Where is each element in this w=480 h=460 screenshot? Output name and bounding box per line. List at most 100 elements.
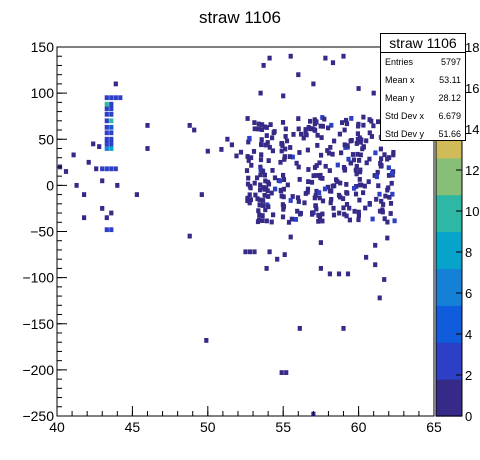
stats-label: Mean x: [385, 75, 415, 85]
heatmap-bin: [345, 143, 350, 148]
heatmap-bin: [295, 195, 301, 201]
heatmap-bin: [104, 101, 109, 107]
heatmap-bin: [266, 194, 271, 199]
stats-row-std-x: Std Dev x 6.679: [381, 107, 465, 125]
heatmap-bin: [187, 233, 192, 239]
heatmap-bin: [341, 326, 346, 331]
heatmap-bin: [113, 95, 118, 101]
heatmap-bin: [109, 146, 114, 151]
stats-label: Std Dev x: [385, 111, 425, 121]
heatmap-bin: [387, 194, 392, 200]
heatmap-bin: [371, 123, 376, 129]
heatmap-bin: [318, 123, 323, 129]
heatmap-bin: [353, 167, 358, 173]
heatmap-bin: [205, 148, 210, 154]
heatmap-bin: [296, 164, 301, 170]
heatmap-bin: [283, 146, 288, 152]
heatmap-bin: [266, 158, 271, 163]
heatmap-bin: [280, 143, 285, 148]
colorbar-tick-label: 12: [465, 163, 479, 178]
heatmap-bin: [386, 165, 391, 171]
heatmap-bin: [377, 191, 382, 197]
heatmap-bin: [320, 198, 326, 204]
heatmap-bin: [344, 117, 349, 123]
heatmap-bin: [82, 215, 87, 221]
heatmap-bin: [100, 206, 105, 211]
heatmap-bin: [369, 134, 374, 139]
heatmap-bin: [187, 123, 192, 128]
colorbar-segment: [436, 231, 462, 239]
heatmap-bin: [109, 111, 114, 117]
heatmap-bin: [270, 148, 275, 154]
heatmap-bin: [379, 156, 384, 162]
heatmap-bin: [366, 179, 371, 185]
heatmap-bin: [252, 120, 257, 125]
heatmap-bin: [306, 167, 311, 172]
colorbar-segment: [436, 243, 462, 251]
heatmap-bin: [317, 190, 322, 195]
heatmap-bin: [367, 117, 372, 122]
heatmap-bin: [82, 192, 87, 197]
heatmap-bin: [323, 55, 328, 61]
heatmap-bin: [298, 210, 303, 216]
heatmap-bin: [361, 114, 366, 120]
heatmap-bin: [380, 207, 385, 213]
heatmap-bin: [104, 146, 109, 151]
heatmap-bin: [378, 146, 383, 152]
colorbar-tick-label: 8: [465, 245, 472, 260]
colorbar-segment: [436, 360, 462, 368]
colorbar-segment: [436, 366, 462, 374]
colorbar-segment: [436, 182, 462, 190]
heatmap-bin: [313, 203, 318, 209]
x-tick-label: 65: [426, 419, 442, 435]
heatmap-bin: [282, 157, 287, 162]
colorbar-segment: [436, 225, 462, 233]
heatmap-bin: [264, 125, 269, 130]
colorbar-segment: [436, 323, 462, 331]
heatmap-bin: [272, 175, 278, 181]
colorbar-segment: [436, 262, 462, 270]
colorbar-segment: [436, 348, 462, 356]
heatmap-bin: [364, 160, 369, 166]
heatmap-bin: [307, 126, 312, 132]
heatmap-bin: [332, 138, 337, 144]
heatmap-bin: [303, 191, 308, 196]
heatmap-bin: [314, 173, 319, 178]
heatmap-bin: [356, 212, 361, 218]
heatmap-bin: [361, 144, 366, 149]
heatmap-bin: [267, 144, 272, 150]
colorbar-segment: [436, 409, 462, 417]
colorbar-segment: [436, 342, 462, 349]
heatmap-bin: [262, 186, 267, 192]
heatmap-bin: [314, 163, 319, 168]
heatmap-bin: [294, 160, 299, 166]
colorbar-segment: [436, 188, 462, 196]
heatmap-bin: [267, 249, 272, 255]
stats-value: 28.12: [438, 93, 461, 103]
heatmap-bin: [361, 190, 366, 196]
heatmap-bin: [320, 176, 325, 181]
heatmap-bin: [247, 192, 252, 198]
heatmap-bin: [259, 127, 265, 132]
heatmap-bin: [109, 95, 114, 101]
heatmap-bin: [385, 156, 390, 162]
y-tick-label: −150: [22, 316, 54, 332]
heatmap-bin: [270, 135, 275, 141]
heatmap-bin: [257, 212, 262, 218]
heatmap-bin: [330, 151, 335, 157]
stats-row-entries: Entries 5797: [381, 53, 465, 71]
heatmap-bin: [267, 55, 272, 61]
heatmap-bin: [302, 200, 307, 206]
heatmap-bin: [319, 135, 324, 140]
heatmap-bin: [364, 138, 369, 144]
heatmap-bin: [109, 210, 114, 216]
stats-title: straw 1106: [381, 34, 465, 53]
heatmap-bin: [352, 185, 357, 191]
heatmap-bin: [373, 242, 378, 248]
heatmap-bin: [104, 136, 109, 142]
heatmap-bin: [306, 179, 311, 184]
heatmap-bin: [290, 194, 295, 199]
heatmap-bin: [345, 271, 351, 277]
heatmap-bin: [278, 159, 283, 165]
heatmap-bin: [363, 205, 368, 211]
